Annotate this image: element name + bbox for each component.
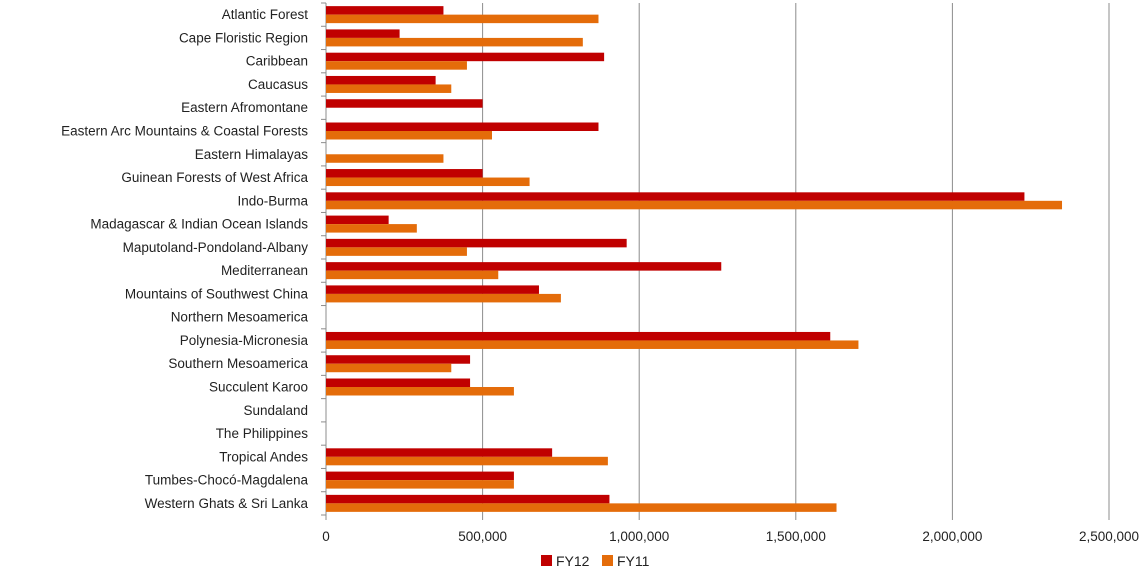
category-label: Northern Mesoamerica xyxy=(171,310,309,325)
bar-fy11 xyxy=(326,503,837,512)
bar-fy11 xyxy=(326,37,583,47)
category-label: Indo-Burma xyxy=(237,193,308,208)
bar-fy12 xyxy=(326,331,831,341)
bar-fy11 xyxy=(326,387,514,396)
bar-fy12 xyxy=(326,355,471,364)
category-label: Succulent Karoo xyxy=(209,380,308,395)
category-label: Polynesia-Micronesia xyxy=(180,333,309,348)
bar-fy11 xyxy=(326,293,561,303)
bar-fy11 xyxy=(326,456,608,466)
category-label: The Philippines xyxy=(216,426,309,441)
legend-label-fy11: FY11 xyxy=(617,553,650,569)
bar-fy12 xyxy=(326,448,553,457)
bar-fy11 xyxy=(326,363,452,373)
x-tick-label: 2,500,000 xyxy=(1079,529,1139,544)
bar-fy12 xyxy=(326,262,722,271)
bar-fy12 xyxy=(326,471,514,481)
bar-fy11 xyxy=(326,224,417,233)
bar-fy12 xyxy=(326,29,400,38)
category-label: Eastern Arc Mountains & Coastal Forests xyxy=(61,124,308,139)
category-label: Cape Floristic Region xyxy=(179,30,308,45)
category-label: Sundaland xyxy=(243,403,308,418)
bar-fy12 xyxy=(326,122,599,131)
bar-fy11 xyxy=(326,177,530,187)
bar-fy12 xyxy=(326,378,471,387)
bar-fy11 xyxy=(326,131,492,140)
bar-fy11 xyxy=(326,84,452,93)
bar-fy12 xyxy=(326,6,444,15)
category-label: Madagascar & Indian Ocean Islands xyxy=(90,217,308,232)
bar-fy11 xyxy=(326,61,467,70)
bar-fy11 xyxy=(326,340,859,349)
category-label: Tumbes-Chocó-Magdalena xyxy=(145,473,309,488)
bar-fy12 xyxy=(326,99,483,108)
category-label: Southern Mesoamerica xyxy=(168,356,308,371)
bar-fy12 xyxy=(326,238,627,248)
bar-fy11 xyxy=(326,270,499,280)
legend-swatch-fy11 xyxy=(602,555,613,566)
category-label: Mountains of Southwest China xyxy=(125,286,309,301)
legend-label-fy12: FY12 xyxy=(556,553,590,569)
category-label: Eastern Afromontane xyxy=(181,100,308,115)
bar-fy12 xyxy=(326,285,539,294)
x-tick-label: 1,000,000 xyxy=(609,529,669,544)
bar-fy12 xyxy=(326,75,436,85)
legend-swatch-fy12 xyxy=(541,555,552,566)
category-label: Caribbean xyxy=(246,54,308,69)
x-tick-label: 500,000 xyxy=(458,529,507,544)
bar-fy11 xyxy=(326,480,514,489)
x-tick-label: 1,500,000 xyxy=(766,529,826,544)
bar-fy11 xyxy=(326,14,599,24)
category-label: Western Ghats & Sri Lanka xyxy=(145,496,309,511)
bar-fy11 xyxy=(326,247,467,256)
bar-fy12 xyxy=(326,215,389,225)
category-label: Atlantic Forest xyxy=(222,7,309,22)
category-label: Eastern Himalayas xyxy=(195,147,309,162)
bar-fy12 xyxy=(326,192,1025,201)
bar-fy12 xyxy=(326,169,483,178)
category-label: Caucasus xyxy=(248,77,308,92)
category-label: Tropical Andes xyxy=(219,449,308,464)
bar-fy12 xyxy=(326,494,610,504)
category-label: Guinean Forests of West Africa xyxy=(121,170,308,185)
category-label: Mediterranean xyxy=(221,263,308,278)
bar-fy11 xyxy=(326,200,1063,210)
category-label: Maputoland-Pondoland-Albany xyxy=(123,240,309,255)
x-tick-label: 2,000,000 xyxy=(922,529,982,544)
bar-fy12 xyxy=(326,52,605,62)
x-tick-label: 0 xyxy=(322,529,330,544)
bar-fy11 xyxy=(326,154,444,163)
